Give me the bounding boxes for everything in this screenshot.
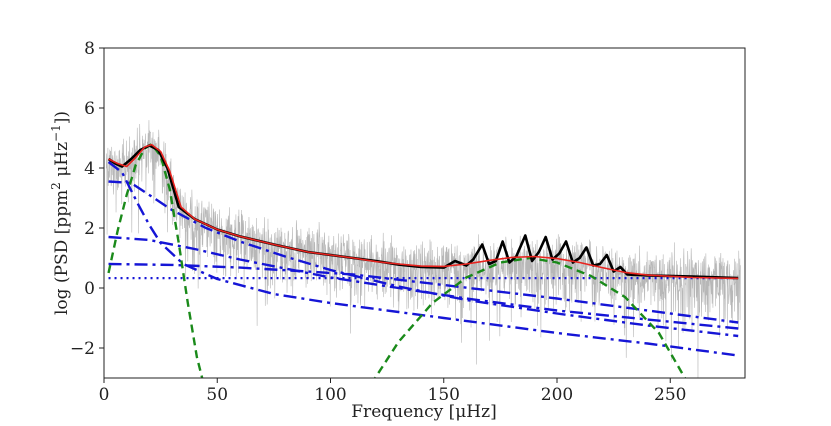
y-tick-label: 4 xyxy=(84,159,95,179)
x-tick-label: 250 xyxy=(654,385,686,405)
y-tick-label: 0 xyxy=(84,279,95,299)
series-bg-2-line xyxy=(107,161,739,357)
y-tick-label: 8 xyxy=(84,39,95,59)
y-axis: −2 0 2 4 6 8 xyxy=(70,39,104,359)
y-tick-label: 2 xyxy=(84,219,95,239)
x-axis-label: Frequency [μHz] xyxy=(351,402,496,422)
series-bg-1-line xyxy=(108,180,739,338)
x-tick-label: 50 xyxy=(206,385,228,405)
series-fit-line xyxy=(108,143,739,280)
model-curves-layer xyxy=(107,142,739,378)
series-osc-low-line xyxy=(107,142,204,378)
y-tick-label: −2 xyxy=(70,339,95,359)
y-tick-label: 6 xyxy=(84,99,95,119)
x-tick-label: 200 xyxy=(541,385,573,405)
x-tick-label: 0 xyxy=(99,385,110,405)
y-axis-label: log (PSD [ppm2 μHz−1]) xyxy=(49,111,72,315)
plot-frame xyxy=(103,47,746,379)
series-osc-high-line xyxy=(373,256,687,378)
x-tick-label: 100 xyxy=(314,385,346,405)
series-bg-3-line xyxy=(108,235,739,330)
x-tick-label: 150 xyxy=(428,385,460,405)
series-smoothed-line xyxy=(107,144,739,280)
x-axis: 0 50 100 150 200 250 xyxy=(99,378,686,405)
